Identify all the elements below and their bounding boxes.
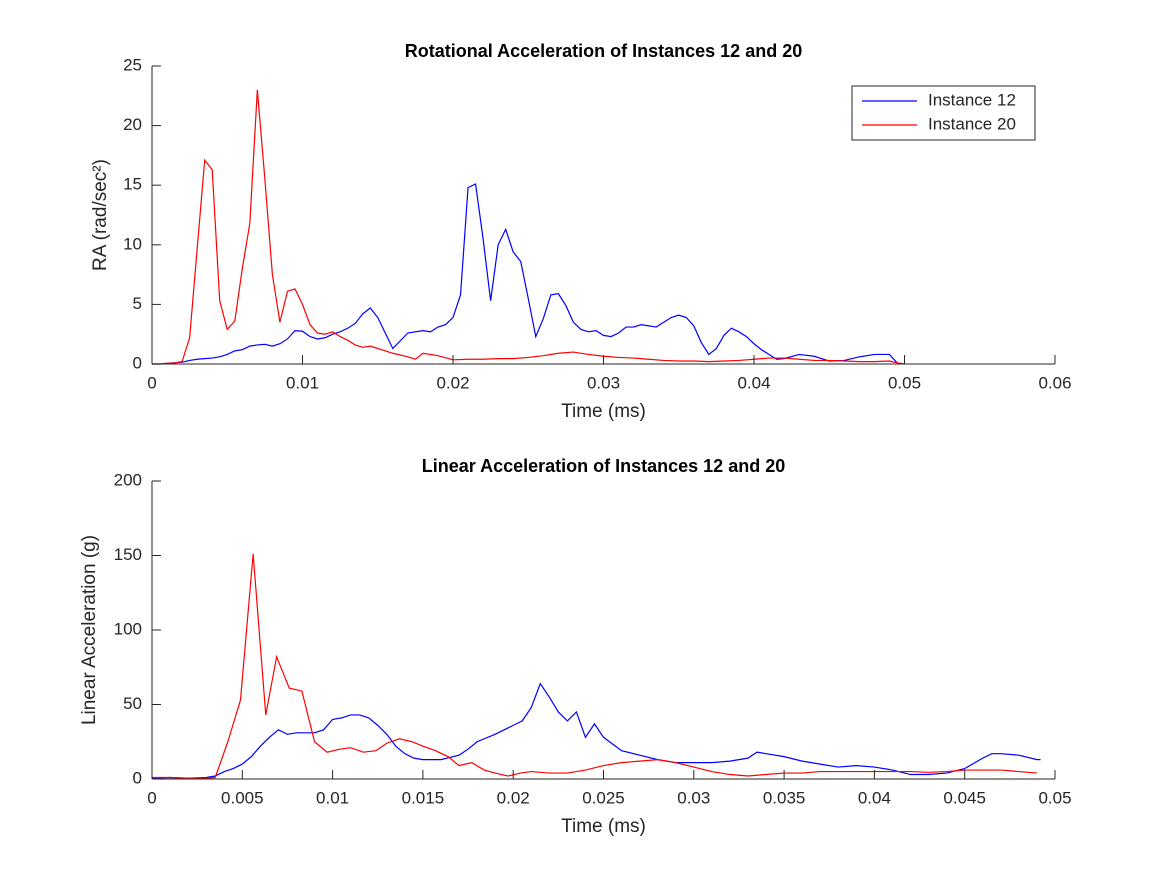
x-tick-label: 0.035 (763, 788, 806, 807)
series-line (152, 553, 1037, 779)
y-tick-label: 10 (123, 234, 142, 253)
x-axis-label: Time (ms) (561, 401, 646, 422)
x-tick-label: 0.03 (677, 788, 710, 807)
y-tick-label: 20 (123, 115, 142, 134)
x-axis-label: Time (ms) (561, 816, 646, 837)
x-tick-label: 0.01 (286, 373, 319, 392)
chart-title: Linear Acceleration of Instances 12 and … (422, 456, 785, 476)
x-tick-label: 0.015 (402, 788, 445, 807)
y-tick-label: 150 (114, 545, 142, 564)
x-tick-label: 0.05 (888, 373, 921, 392)
x-tick-label: 0.04 (737, 373, 770, 392)
series-line (152, 183, 898, 365)
x-tick-label: 0 (147, 373, 156, 392)
y-tick-label: 0 (133, 353, 142, 372)
y-tick-label: 200 (114, 470, 142, 489)
x-tick-label: 0.05 (1038, 788, 1071, 807)
legend-box (851, 85, 1036, 141)
x-tick-label: 0.01 (316, 788, 349, 807)
plot-area (152, 481, 1055, 779)
legend-label: Instance 12 (928, 90, 1016, 109)
y-tick-label: 0 (133, 768, 142, 787)
x-tick-label: 0.005 (221, 788, 264, 807)
x-tick-label: 0.06 (1038, 373, 1071, 392)
y-tick-label: 100 (114, 619, 142, 638)
x-tick-label: 0.02 (436, 373, 469, 392)
x-tick-label: 0.025 (582, 788, 625, 807)
legend-label: Instance 20 (928, 114, 1016, 133)
y-tick-label: 5 (133, 294, 142, 313)
x-tick-label: 0 (147, 788, 156, 807)
x-tick-label: 0.03 (587, 373, 620, 392)
x-tick-label: 0.04 (858, 788, 891, 807)
y-axis-label: Linear Acceleration (g) (79, 535, 100, 725)
y-tick-label: 25 (123, 55, 142, 74)
y-tick-label: 15 (123, 175, 142, 194)
chart-title: Rotational Acceleration of Instances 12 … (405, 41, 802, 61)
y-tick-label: 50 (123, 694, 142, 713)
y-axis-label: RA (rad/sec²) (90, 159, 111, 271)
series-line (151, 682, 1041, 779)
x-tick-label: 0.02 (497, 788, 530, 807)
x-tick-label: 0.045 (943, 788, 986, 807)
